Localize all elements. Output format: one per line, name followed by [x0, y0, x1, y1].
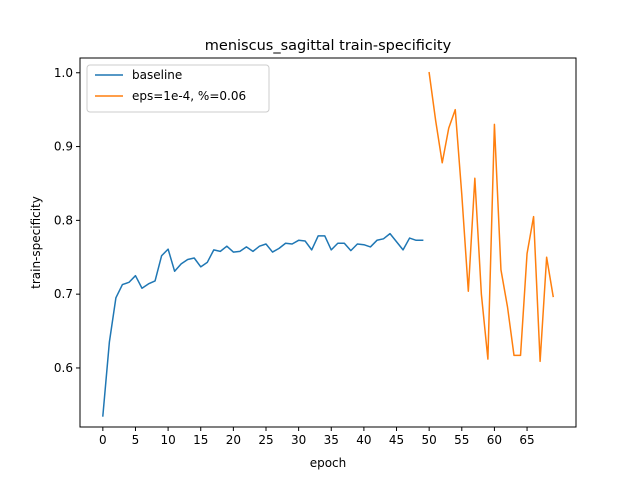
y-tick-label: 1.0 [54, 66, 73, 80]
x-tick-label: 20 [226, 433, 241, 447]
x-axis-label: epoch [310, 456, 347, 470]
x-tick-label: 40 [356, 433, 371, 447]
y-tick-label: 0.7 [54, 287, 73, 301]
x-tick-label: 15 [193, 433, 208, 447]
legend-label-1: eps=1e-4, %=0.06 [132, 89, 246, 103]
chart-title: meniscus_sagittal train-specificity [205, 38, 452, 54]
y-tick-label: 0.9 [54, 140, 73, 154]
x-tick-label: 0 [99, 433, 107, 447]
x-tick-label: 5 [132, 433, 140, 447]
series-line-1 [428, 71, 555, 363]
y-axis-label: train-specificity [29, 196, 43, 289]
x-tick-label: 30 [291, 433, 306, 447]
y-tick-label: 0.8 [54, 213, 73, 227]
legend: baseline eps=1e-4, %=0.06 [86, 64, 270, 113]
plot-frame [79, 57, 577, 428]
plot-area [102, 71, 555, 417]
x-tick-label: 50 [422, 433, 437, 447]
x-tick-label: 60 [487, 433, 502, 447]
x-tick-label: 55 [454, 433, 469, 447]
x-tick-label: 65 [519, 433, 534, 447]
legend-box [86, 64, 270, 113]
x-tick-label: 10 [160, 433, 175, 447]
y-tick-label: 0.6 [54, 361, 73, 375]
legend-label-0: baseline [132, 68, 182, 82]
x-tick-label: 35 [324, 433, 339, 447]
x-tick-label: 25 [258, 433, 273, 447]
series-line-0 [102, 232, 424, 417]
x-tick-label: 45 [389, 433, 404, 447]
